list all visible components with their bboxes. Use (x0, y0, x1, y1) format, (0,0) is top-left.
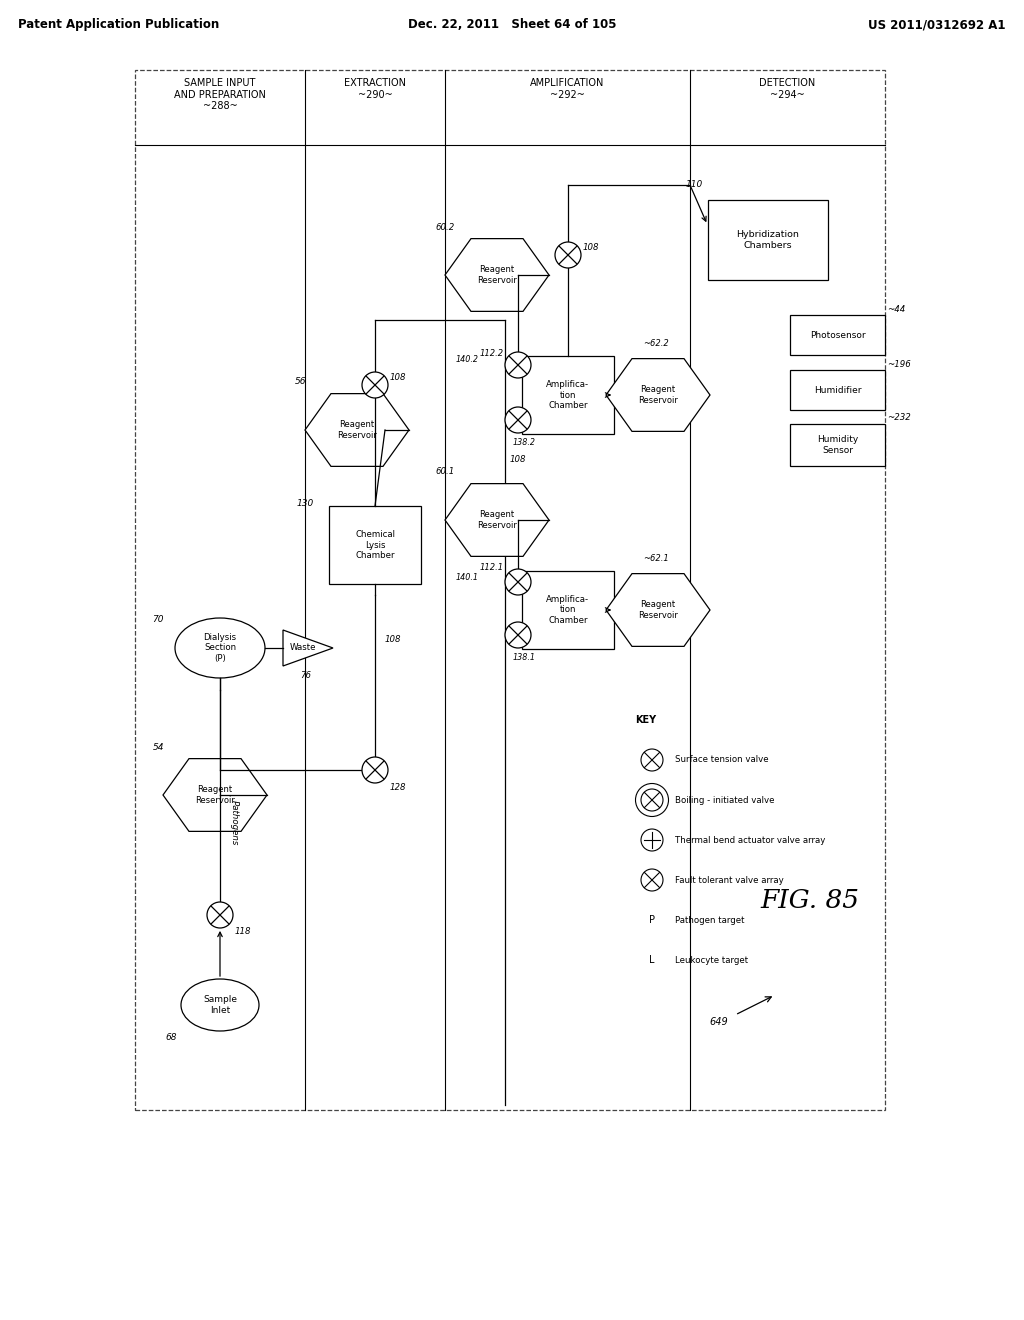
Circle shape (505, 407, 531, 433)
Text: Photosensor: Photosensor (810, 330, 865, 339)
Polygon shape (445, 239, 549, 312)
Circle shape (362, 372, 388, 399)
Text: 68: 68 (165, 1032, 176, 1041)
FancyBboxPatch shape (790, 315, 885, 355)
Text: 60.2: 60.2 (435, 223, 455, 231)
Polygon shape (606, 359, 710, 432)
Text: Dec. 22, 2011   Sheet 64 of 105: Dec. 22, 2011 Sheet 64 of 105 (408, 18, 616, 30)
Text: Reagent
Reservoir: Reagent Reservoir (195, 785, 234, 805)
Polygon shape (283, 630, 333, 667)
Text: Surface tension valve: Surface tension valve (675, 755, 769, 764)
Text: US 2011/0312692 A1: US 2011/0312692 A1 (868, 18, 1006, 30)
Text: Thermal bend actuator valve array: Thermal bend actuator valve array (675, 836, 825, 845)
Text: Pathogens: Pathogens (230, 800, 239, 845)
Text: ~62.2: ~62.2 (643, 338, 669, 347)
Text: 60.1: 60.1 (435, 467, 455, 477)
Text: Hybridization
Chambers: Hybridization Chambers (736, 230, 799, 249)
Text: Pathogen target: Pathogen target (675, 916, 744, 924)
FancyBboxPatch shape (329, 506, 421, 583)
Circle shape (505, 622, 531, 648)
Text: Reagent
Reservoir: Reagent Reservoir (337, 420, 377, 440)
Text: Waste: Waste (290, 644, 316, 652)
Text: Boiling - initiated valve: Boiling - initiated valve (675, 796, 774, 804)
Text: ~62.1: ~62.1 (643, 553, 669, 562)
FancyBboxPatch shape (708, 201, 827, 280)
Circle shape (505, 569, 531, 595)
Circle shape (362, 756, 388, 783)
Text: FIG. 85: FIG. 85 (761, 887, 859, 912)
Polygon shape (305, 393, 409, 466)
Text: Humidity
Sensor: Humidity Sensor (817, 436, 858, 454)
Text: 140.2: 140.2 (456, 355, 479, 364)
Text: 54: 54 (153, 742, 165, 751)
Text: 128: 128 (390, 783, 407, 792)
Text: 112.2: 112.2 (480, 348, 504, 358)
Text: 108: 108 (583, 243, 599, 252)
Text: Reagent
Reservoir: Reagent Reservoir (638, 385, 678, 405)
Text: Reagent
Reservoir: Reagent Reservoir (638, 601, 678, 619)
Circle shape (641, 748, 663, 771)
Text: AMPLIFICATION
~292~: AMPLIFICATION ~292~ (530, 78, 605, 99)
Text: Dialysis
Section
(P): Dialysis Section (P) (204, 634, 237, 663)
Text: P: P (649, 915, 655, 925)
Text: Reagent
Reservoir: Reagent Reservoir (477, 511, 517, 529)
Text: Reagent
Reservoir: Reagent Reservoir (477, 265, 517, 285)
Text: 70: 70 (152, 615, 164, 624)
Polygon shape (445, 483, 549, 556)
Text: L: L (649, 954, 654, 965)
Text: Amplifica-
tion
Chamber: Amplifica- tion Chamber (547, 595, 590, 624)
FancyBboxPatch shape (522, 572, 614, 649)
FancyBboxPatch shape (790, 370, 885, 411)
Circle shape (555, 242, 581, 268)
Text: 108: 108 (390, 372, 407, 381)
FancyBboxPatch shape (522, 356, 614, 434)
Text: Fault tolerant valve array: Fault tolerant valve array (675, 875, 783, 884)
Text: 118: 118 (234, 928, 252, 936)
Text: 138.1: 138.1 (513, 652, 536, 661)
Text: ~196: ~196 (888, 359, 911, 368)
Text: 138.2: 138.2 (513, 437, 536, 446)
Text: 108: 108 (510, 455, 526, 465)
Text: DETECTION
~294~: DETECTION ~294~ (760, 78, 816, 99)
Text: 110: 110 (685, 181, 702, 190)
Text: 140.1: 140.1 (456, 573, 479, 582)
Text: Amplifica-
tion
Chamber: Amplifica- tion Chamber (547, 380, 590, 411)
Circle shape (207, 902, 233, 928)
Text: Leukocyte target: Leukocyte target (675, 956, 749, 965)
Text: 649: 649 (710, 1016, 728, 1027)
Circle shape (641, 829, 663, 851)
Polygon shape (606, 574, 710, 647)
Circle shape (641, 789, 663, 810)
Text: ~232: ~232 (888, 413, 911, 421)
Text: Humidifier: Humidifier (814, 385, 861, 395)
Circle shape (641, 869, 663, 891)
Text: EXTRACTION
~290~: EXTRACTION ~290~ (344, 78, 406, 99)
FancyBboxPatch shape (790, 424, 885, 466)
Text: Chemical
Lysis
Chamber: Chemical Lysis Chamber (355, 531, 395, 560)
Circle shape (505, 352, 531, 378)
Text: Sample
Inlet: Sample Inlet (203, 995, 237, 1015)
Text: 108: 108 (385, 635, 401, 644)
Text: 130: 130 (297, 499, 314, 507)
Text: 112.1: 112.1 (480, 564, 504, 573)
Text: 76: 76 (300, 671, 311, 680)
Text: Patent Application Publication: Patent Application Publication (18, 18, 219, 30)
Text: ~44: ~44 (888, 305, 906, 314)
Polygon shape (163, 759, 267, 832)
Text: 56: 56 (295, 378, 306, 387)
Text: SAMPLE INPUT
AND PREPARATION
~288~: SAMPLE INPUT AND PREPARATION ~288~ (174, 78, 266, 111)
Ellipse shape (175, 618, 265, 678)
Ellipse shape (181, 979, 259, 1031)
Text: KEY: KEY (635, 715, 656, 725)
